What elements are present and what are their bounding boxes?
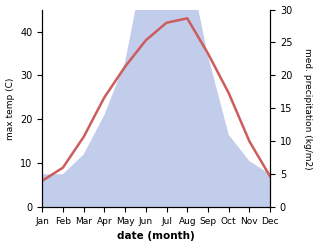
- Y-axis label: max temp (C): max temp (C): [5, 77, 15, 140]
- X-axis label: date (month): date (month): [117, 231, 195, 242]
- Y-axis label: med. precipitation (kg/m2): med. precipitation (kg/m2): [303, 48, 313, 169]
